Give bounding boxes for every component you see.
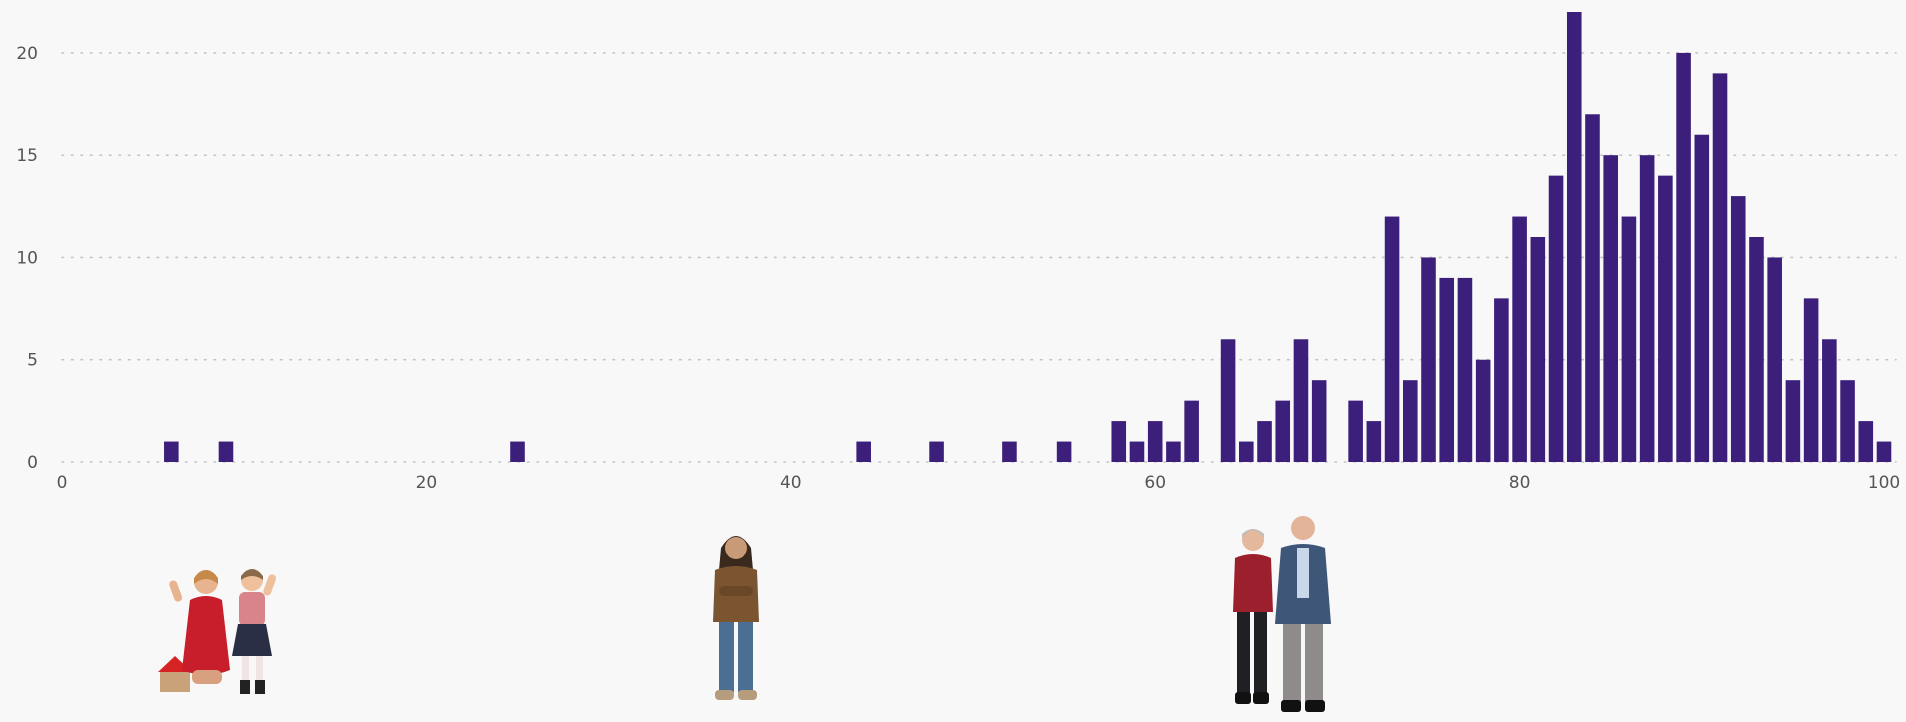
- bar: [1111, 421, 1127, 462]
- bar: [1239, 441, 1254, 462]
- bar: [1603, 155, 1618, 462]
- bar: [218, 441, 234, 462]
- children-group-figure: [157, 569, 277, 694]
- young-man-figure: [713, 536, 760, 700]
- bar: [1749, 237, 1764, 462]
- x-tick-label: 80: [1509, 473, 1531, 493]
- bar: [1348, 400, 1363, 462]
- bar: [1566, 12, 1582, 462]
- bar: [1767, 257, 1782, 462]
- x-tick-label: 40: [780, 473, 802, 493]
- bar: [1712, 73, 1728, 462]
- bar: [1421, 257, 1436, 462]
- bar: [1676, 52, 1691, 463]
- x-tick-label: 60: [1144, 473, 1166, 493]
- bar: [1166, 441, 1181, 462]
- bar: [856, 441, 871, 462]
- bar: [1184, 400, 1199, 462]
- bar: [1402, 380, 1418, 462]
- bar-series: [164, 12, 1892, 463]
- bar: [1530, 237, 1546, 462]
- bar: [1147, 421, 1163, 462]
- bar: [1002, 441, 1017, 462]
- y-axis: 0 5 10 15 20: [16, 44, 38, 473]
- x-tick-label: 20: [416, 473, 438, 493]
- x-axis: 0 20 40 60 80 100: [57, 473, 1901, 493]
- bar: [1621, 216, 1637, 462]
- elderly-couple-figure: [1232, 516, 1331, 712]
- bar: [1785, 380, 1801, 462]
- y-tick-label: 0: [27, 453, 38, 473]
- bar: [1730, 196, 1746, 462]
- x-tick-label: 100: [1868, 473, 1900, 493]
- y-tick-label: 5: [27, 351, 38, 371]
- bar: [1129, 441, 1145, 462]
- bar: [1275, 400, 1291, 462]
- bar: [1439, 277, 1455, 462]
- bar: [1293, 339, 1309, 462]
- bar: [1494, 298, 1509, 462]
- bar: [510, 441, 525, 462]
- bar: [1257, 421, 1272, 462]
- bar: [929, 441, 944, 462]
- bar: [1694, 134, 1710, 462]
- bar: [1876, 441, 1892, 462]
- y-tick-label: 20: [16, 44, 38, 64]
- bar: [1457, 277, 1473, 462]
- y-tick-label: 10: [16, 248, 38, 268]
- y-tick-label: 15: [16, 146, 38, 166]
- bar: [1858, 421, 1874, 462]
- bar: [164, 441, 179, 462]
- bar: [1384, 216, 1400, 462]
- bar: [1548, 175, 1564, 463]
- histogram-chart: 0 5 10 15 20 0 20 40 60 80 100: [16, 12, 1901, 493]
- bar: [1658, 175, 1673, 463]
- bar: [1366, 421, 1382, 462]
- bar: [1639, 155, 1655, 462]
- x-tick-label: 0: [57, 473, 68, 493]
- bar: [1220, 339, 1236, 462]
- bar: [1822, 339, 1837, 462]
- grid-lines: [61, 52, 1897, 463]
- bar: [1056, 441, 1072, 462]
- bar: [1311, 380, 1327, 462]
- bar: [1840, 380, 1855, 462]
- bar: [1585, 114, 1600, 462]
- bar: [1475, 359, 1491, 462]
- bar: [1512, 216, 1527, 462]
- bar: [1803, 298, 1819, 462]
